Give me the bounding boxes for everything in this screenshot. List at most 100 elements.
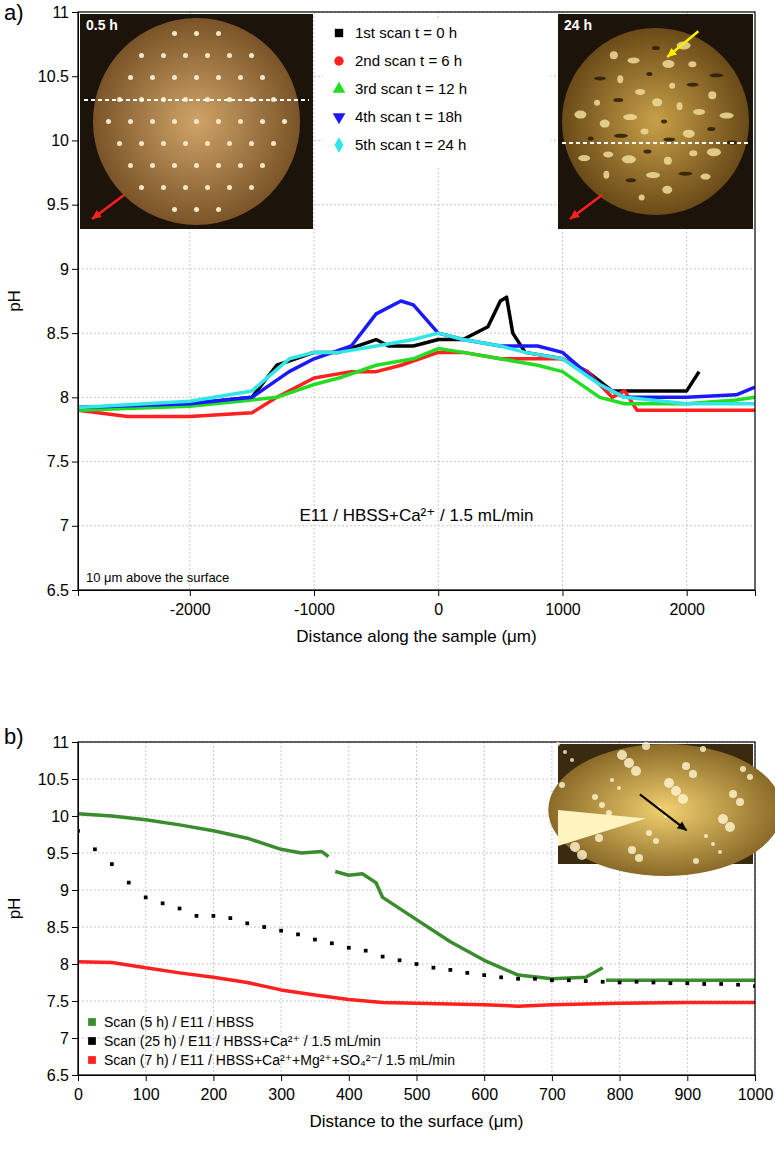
- legend-label: 2nd scan t = 6 h: [355, 52, 462, 69]
- inset-pit: [150, 163, 155, 168]
- inset-deposit: [613, 98, 623, 102]
- tick-mark: [72, 12, 78, 13]
- series-point: [584, 979, 588, 983]
- tick-mark: [281, 1075, 282, 1081]
- inset-pit: [150, 119, 155, 124]
- inset-pit: [183, 141, 188, 146]
- tick-mark: [72, 333, 78, 334]
- inset-photo: 0.5 h: [80, 14, 313, 229]
- tick-label: 8.5: [47, 919, 69, 936]
- tick: 10.5: [38, 68, 78, 85]
- inset-deposit: [628, 57, 640, 63]
- inset-pit: [106, 119, 111, 124]
- tick-mark: [146, 1075, 147, 1081]
- tick-mark: [349, 1075, 350, 1081]
- inset-pit: [139, 141, 144, 146]
- tick: 8: [60, 389, 78, 406]
- tick-label: -1000: [294, 601, 335, 618]
- tick-label: 11: [52, 734, 69, 751]
- tick: 11: [52, 734, 78, 751]
- inset-spot: [689, 770, 697, 778]
- axis-line: [79, 591, 756, 597]
- inset-pit: [260, 75, 265, 80]
- tick: 1000: [545, 590, 581, 618]
- series-point: [93, 847, 97, 851]
- grid-line: [484, 742, 485, 1075]
- inset-pit: [128, 119, 133, 124]
- inset-pit: [194, 31, 199, 36]
- tick-label: 600: [471, 1086, 498, 1103]
- tick-mark: [72, 462, 78, 463]
- inset-pit: [216, 207, 221, 212]
- inset-spot: [711, 842, 715, 846]
- tick-label: -2000: [170, 601, 211, 618]
- tick-label: 11: [52, 4, 69, 21]
- tick: 100: [133, 1075, 160, 1103]
- inset-pit: [161, 53, 166, 58]
- inset-pit: [172, 163, 177, 168]
- tick-label: 500: [404, 1086, 431, 1103]
- inset-spot: [642, 742, 650, 750]
- inset-deposit: [664, 157, 672, 165]
- tick-mark: [417, 1075, 418, 1081]
- series-line: [78, 962, 755, 1006]
- tick-mark: [72, 205, 78, 206]
- tick: -1000: [294, 590, 335, 618]
- series-point: [601, 980, 605, 984]
- inset-pit: [117, 141, 122, 146]
- inset-deposit: [594, 100, 600, 106]
- axis-title: pH: [5, 290, 24, 312]
- inset-pit: [271, 141, 276, 146]
- inset-photo: 24 h: [558, 14, 753, 229]
- inset-spot: [704, 834, 708, 838]
- plot-background: [78, 12, 755, 590]
- arrow-head: [570, 210, 580, 219]
- inset-pit: [172, 31, 177, 36]
- inset-deposit: [652, 46, 660, 50]
- tick-mark: [72, 140, 78, 141]
- tick-label: 9: [60, 261, 69, 278]
- inset-pit: [150, 75, 155, 80]
- inset-spot: [610, 778, 614, 782]
- series-point: [296, 933, 300, 937]
- inset-pit: [205, 53, 210, 58]
- tick: 7: [60, 1030, 78, 1047]
- tick: -2000: [170, 590, 211, 618]
- tick: 10: [51, 808, 78, 825]
- annotation: E11 / HBSS+Ca²⁺ / 1.5 mL/min: [300, 506, 534, 525]
- tick-mark: [72, 590, 78, 591]
- inset-pit: [194, 163, 199, 168]
- inset-spot: [693, 858, 699, 864]
- inset-pit: [161, 141, 166, 146]
- inset-spot: [556, 742, 560, 746]
- inset-pit: [249, 185, 254, 190]
- arrow-shaft: [640, 794, 687, 830]
- panel: -2000-10000100020006.577.588.599.51010.5…: [4, 0, 756, 646]
- tick: 700: [539, 1075, 566, 1103]
- inset-spot: [570, 842, 580, 852]
- tick-mark: [755, 1075, 756, 1081]
- tick-label: 8.5: [47, 325, 69, 342]
- inset-pit: [194, 119, 199, 124]
- inset-deposit: [594, 76, 606, 80]
- series-point: [482, 973, 486, 977]
- tick-label: 8: [60, 389, 69, 406]
- tick-label: 0: [74, 1086, 83, 1103]
- tick-mark: [72, 1001, 78, 1002]
- inset-deposit: [641, 129, 649, 135]
- inset-pit: [249, 53, 254, 58]
- inset-deposit: [678, 172, 692, 176]
- inset-deposit: [687, 83, 699, 87]
- inset-deposit: [588, 137, 594, 141]
- tick: 6.5: [47, 1067, 78, 1084]
- inset-pit: [139, 185, 144, 190]
- series-point: [465, 971, 469, 975]
- series-point: [736, 983, 740, 987]
- inset-deposit: [720, 113, 734, 119]
- legend-marker: [333, 82, 346, 93]
- legend-label: Scan (7 h) / E11 / HBSS+Ca²⁺+Mg²⁺+SO₄²⁻/…: [104, 1052, 455, 1068]
- axis-line: [72, 13, 79, 591]
- tick-label: 9: [60, 882, 69, 899]
- arrow-shaft: [570, 195, 602, 219]
- series-point: [178, 907, 182, 911]
